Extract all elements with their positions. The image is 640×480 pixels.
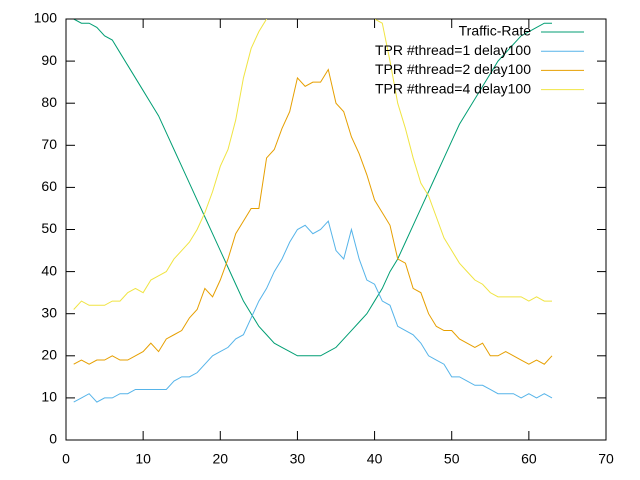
legend-label: TPR #thread=1 delay100 xyxy=(375,42,531,58)
series-line xyxy=(73,19,552,357)
y-tick-label: 30 xyxy=(41,304,57,320)
series-line xyxy=(73,68,553,365)
y-tick-label: 10 xyxy=(41,389,57,405)
plot-area xyxy=(73,19,553,403)
y-tick-label: 80 xyxy=(41,94,57,110)
y-tick-label: 40 xyxy=(41,262,57,278)
y-tick-label: 50 xyxy=(41,220,57,236)
x-tick-label: 10 xyxy=(135,451,151,467)
legend-label: Traffic-Rate xyxy=(459,23,532,39)
y-tick-label: 20 xyxy=(41,347,57,363)
y-tick-label: 0 xyxy=(49,431,57,447)
y-tick-label: 90 xyxy=(41,52,57,68)
y-tick-label: 60 xyxy=(41,178,57,194)
y-tick-label: 70 xyxy=(41,136,57,152)
series-line xyxy=(73,220,553,403)
series-line xyxy=(73,19,552,310)
x-tick-label: 70 xyxy=(598,451,614,467)
legend-label: TPR #thread=4 delay100 xyxy=(375,80,531,96)
x-tick-label: 40 xyxy=(367,451,383,467)
x-tick-label: 0 xyxy=(62,451,70,467)
y-tick-label: 100 xyxy=(34,10,58,26)
x-tick-label: 30 xyxy=(290,451,306,467)
legend-label: TPR #thread=2 delay100 xyxy=(375,61,531,77)
x-tick-label: 50 xyxy=(444,451,460,467)
x-tick-label: 20 xyxy=(212,451,228,467)
x-tick-label: 60 xyxy=(521,451,537,467)
